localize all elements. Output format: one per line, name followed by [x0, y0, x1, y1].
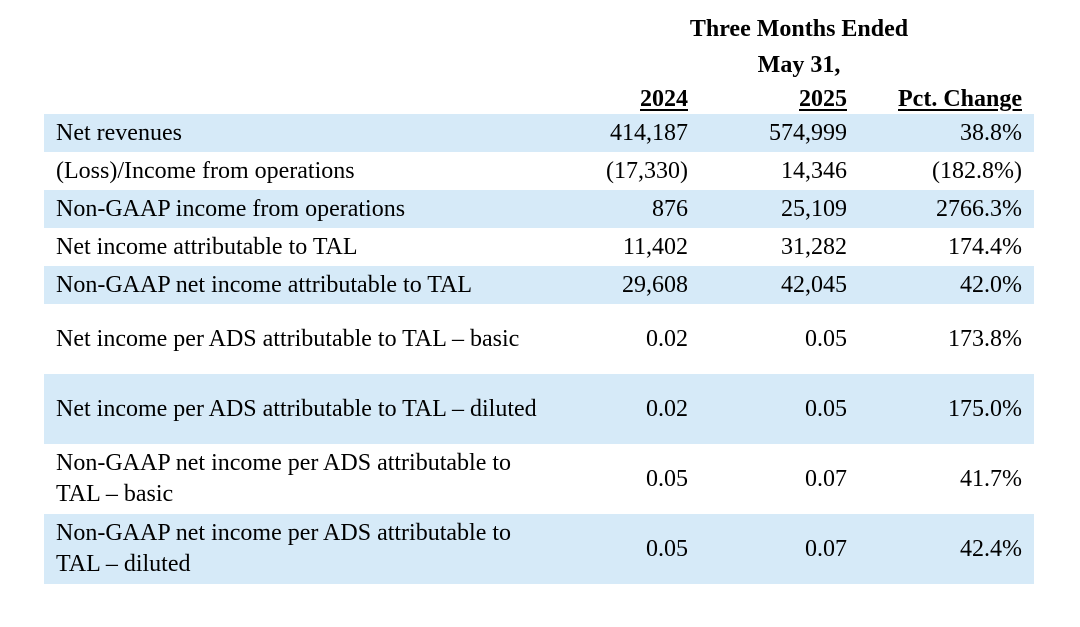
row-label: Net income attributable to TAL [56, 233, 358, 260]
column-header-pct-change: Pct. Change [898, 86, 1022, 112]
value-pct-change: 38.8% [847, 114, 1034, 152]
value-2025: 25,109 [688, 190, 847, 228]
value-2024: 0.05 [544, 514, 688, 584]
value-2025: 0.07 [688, 514, 847, 584]
value-2025: 574,999 [688, 114, 847, 152]
table-row: (Loss)/Income from operations (17,330) 1… [44, 152, 1034, 190]
table-row: Net revenues 414,187 574,999 38.8% [44, 114, 1034, 152]
table-row: Net income per ADS attributable to TAL –… [44, 374, 1034, 444]
row-label: (Loss)/Income from operations [56, 157, 355, 184]
period-heading-line1: Three Months Ended [689, 16, 909, 42]
period-heading-line2: May 31, [757, 52, 841, 78]
column-header-2024: 2024 [640, 86, 688, 112]
value-2024: 0.05 [646, 465, 688, 492]
row-label: Net revenues [44, 114, 544, 152]
value-2024: 876 [544, 190, 688, 228]
table-row: Non-GAAP income from operations 876 25,1… [44, 190, 1034, 228]
value-pct-change: 42.0% [847, 266, 1034, 304]
value-pct-change: 175.0% [847, 374, 1034, 444]
column-header-2025: 2025 [799, 86, 847, 112]
data-table: Net revenues 414,187 574,999 38.8% (Loss… [44, 114, 1034, 584]
value-2025: 42,045 [688, 266, 847, 304]
row-label: Non-GAAP net income attributable to TAL [44, 266, 544, 304]
value-2024: 11,402 [622, 233, 688, 260]
value-2025: 31,282 [781, 233, 847, 260]
table-row: Net income attributable to TAL 11,402 31… [44, 228, 1034, 266]
table-row: Non-GAAP net income per ADS attributable… [44, 514, 1034, 584]
table-row: Non-GAAP net income per ADS attributable… [44, 444, 1034, 514]
value-2025: 14,346 [781, 157, 847, 184]
row-label: Non-GAAP net income per ADS attributable… [56, 450, 512, 507]
value-pct-change: (182.8%) [932, 157, 1022, 184]
table-row: Net income per ADS attributable to TAL –… [44, 304, 1034, 374]
value-2024: 0.02 [646, 325, 688, 352]
value-2024: 0.02 [544, 374, 688, 444]
table-row: Non-GAAP net income attributable to TAL … [44, 266, 1034, 304]
value-pct-change: 41.7% [960, 465, 1022, 492]
value-2025: 0.07 [805, 465, 847, 492]
financial-summary-table: Three Months Ended May 31, 2024 2025 Pct… [44, 14, 1034, 584]
value-2024: (17,330) [606, 157, 688, 184]
row-label: Net income per ADS attributable to TAL –… [56, 325, 520, 352]
value-2025: 0.05 [805, 325, 847, 352]
value-2025: 0.05 [688, 374, 847, 444]
value-pct-change: 2766.3% [847, 190, 1034, 228]
row-label: Net income per ADS attributable to TAL –… [44, 374, 544, 444]
row-label: Non-GAAP net income per ADS attributable… [44, 514, 544, 584]
value-pct-change: 174.4% [948, 233, 1022, 260]
value-2024: 414,187 [544, 114, 688, 152]
value-2024: 29,608 [544, 266, 688, 304]
value-pct-change: 42.4% [847, 514, 1034, 584]
row-label: Non-GAAP income from operations [44, 190, 544, 228]
table-header: Three Months Ended May 31, 2024 2025 Pct… [44, 14, 1034, 114]
value-pct-change: 173.8% [948, 325, 1022, 352]
